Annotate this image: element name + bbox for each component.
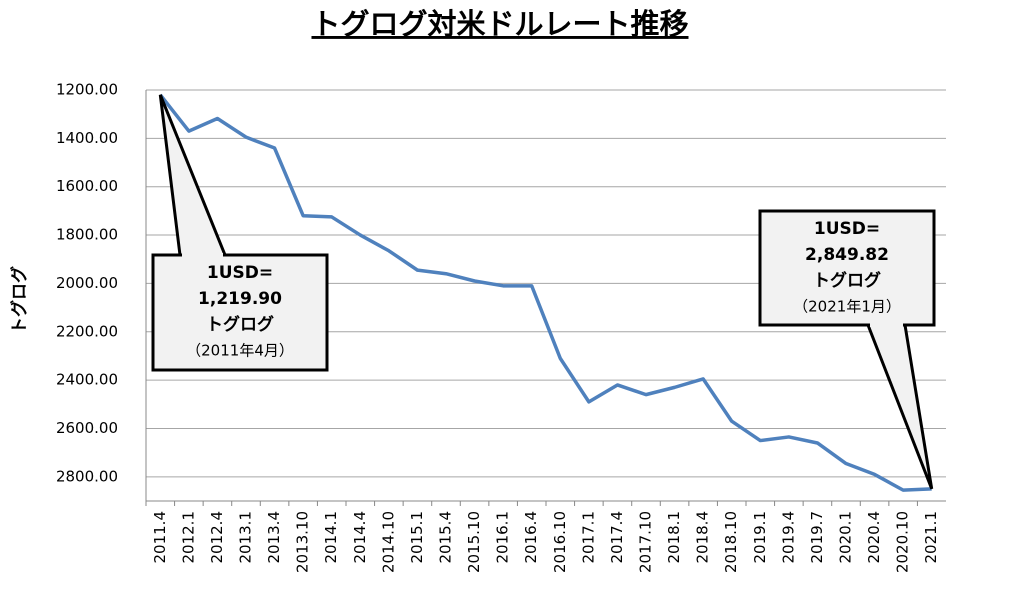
x-tick-label: 2012.1 [179,511,197,564]
y-tick-label: 2200.00 [56,322,118,340]
x-tick-label: 2019.7 [808,511,826,564]
x-tick-label: 2017.10 [637,511,655,573]
callout: 1USD= 1,219.90 トグログ （2011年4月） [151,94,329,372]
y-tick-label: 2800.00 [56,467,118,485]
data-line [158,93,932,492]
callout-text: 2,849.82 [805,245,889,265]
y-tick-label: 2000.00 [56,274,118,292]
callout-text: トグログ [206,314,274,335]
x-tick-label: 2016.1 [494,511,512,564]
x-tick-label: 2012.4 [208,511,226,564]
x-tick-label: 2016.4 [522,511,540,564]
callout-pointer [865,323,934,490]
x-tick-label: 2014.1 [322,511,340,564]
callout-text: トグログ [813,270,881,291]
x-tick-label: 2019.4 [779,511,797,564]
callout-box [758,209,936,327]
x-tick-label: 2013.10 [294,511,312,573]
x-tick-label: 2020.4 [865,511,883,564]
x-tick-label: 2013.4 [265,511,283,564]
x-tick-label: 2018.1 [665,511,683,564]
chart-title: トグログ対米ドルレート推移 [311,7,688,41]
y-tick-label: 1200.00 [56,81,118,99]
x-tick-label: 2017.4 [608,511,626,564]
y-tick-label: 1600.00 [56,177,118,195]
x-tick-label: 2017.1 [579,511,597,564]
y-tick-label: 2400.00 [56,371,118,389]
callout-box [151,253,329,372]
x-tick-label: 2018.10 [722,511,740,573]
x-tick-label: 2014.4 [351,511,369,564]
y-tick-label: 2600.00 [56,419,118,437]
x-tick-label: 2013.1 [237,511,255,564]
x-tick-label: 2016.10 [551,511,569,573]
x-tick-label: 2014.10 [379,511,397,573]
x-tick-label: 2021.1 [922,511,940,564]
callout-text: 1USD= [814,219,880,239]
x-tick-label: 2015.1 [408,511,426,564]
x-tick-label: 2020.10 [894,511,912,573]
y-tick-label: 1400.00 [56,129,118,147]
callout-text: （2011年4月） [186,342,294,360]
x-tick-label: 2019.1 [751,511,769,564]
y-axis-label: トグログ [9,266,30,334]
x-tick-label: 2015.10 [465,511,483,573]
x-tick-label: 2015.4 [437,511,455,564]
callout-text: （2021年1月） [793,298,901,316]
x-tick-label: 2018.4 [694,511,712,564]
callout-text: 1USD= [207,263,273,283]
y-tick-label: 1800.00 [56,226,118,244]
callout-text: 1,219.90 [198,289,282,309]
x-tick-label: 2020.1 [837,511,855,564]
callout: 1USD= 2,849.82 トグログ （2021年1月） [758,209,936,490]
x-tick-label: 2011.4 [151,511,169,564]
